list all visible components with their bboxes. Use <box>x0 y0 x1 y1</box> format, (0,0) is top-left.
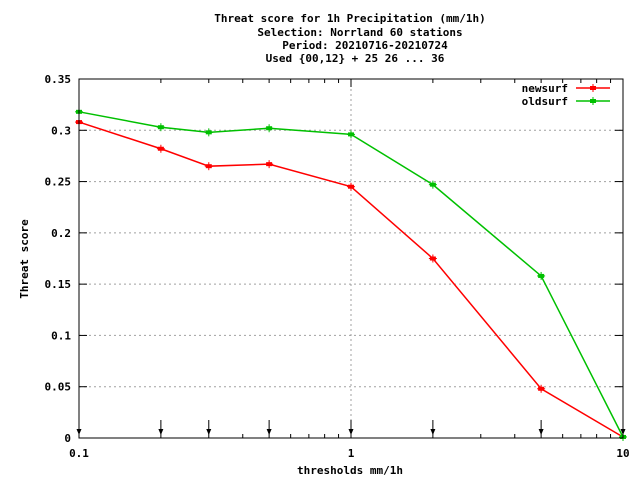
x-tick-label: 10 <box>616 447 629 460</box>
y-tick-label: 0.35 <box>45 73 72 86</box>
y-tick-label: 0.2 <box>51 227 71 240</box>
data-point-oldsurf <box>265 124 274 133</box>
data-point-oldsurf <box>156 123 165 132</box>
threshold-marker-arrow <box>538 429 544 435</box>
y-tick-label: 0.25 <box>45 176 72 189</box>
series-line-newsurf <box>78 121 624 438</box>
series-line-oldsurf <box>78 111 624 438</box>
threshold-marker-arrow <box>430 429 436 435</box>
data-point-oldsurf <box>347 130 355 139</box>
x-axis-label: thresholds mm/1h <box>297 464 403 477</box>
data-point-newsurf <box>347 182 355 191</box>
y-tick-label: 0.3 <box>51 124 71 137</box>
title-line-2: Selection: Norrland 60 stations <box>257 26 462 39</box>
data-point-newsurf <box>265 160 274 169</box>
data-point-newsurf <box>156 144 165 153</box>
threshold-marker-arrow <box>348 429 354 435</box>
data-point-oldsurf <box>204 128 213 137</box>
threshold-markers <box>76 420 626 435</box>
y-axis-ticks: 0 0.05 0.1 0.15 0.2 0.25 0.3 0.35 <box>45 73 623 445</box>
legend-label-oldsurf: oldsurf <box>522 95 568 108</box>
y-tick-label: 0.1 <box>51 329 71 342</box>
legend-label-newsurf: newsurf <box>522 82 568 95</box>
y-tick-label: 0.05 <box>45 381 72 394</box>
data-point-newsurf <box>537 384 546 393</box>
data-point-oldsurf <box>537 271 546 280</box>
grid-lines <box>79 79 623 438</box>
title-line-3: Period: 20210716-20210724 <box>282 39 448 52</box>
threshold-marker-arrow <box>266 429 272 435</box>
data-point-newsurf <box>204 162 213 171</box>
y-tick-label: 0 <box>64 432 71 445</box>
x-tick-label: 1 <box>348 447 355 460</box>
threshold-marker-arrow <box>158 429 164 435</box>
y-tick-label: 0.15 <box>45 278 72 291</box>
data-point-oldsurf <box>428 180 437 189</box>
plot-frame <box>78 78 624 439</box>
threshold-marker-arrow <box>206 429 212 435</box>
title-line-4: Used {00,12} + 25 26 ... 36 <box>266 52 445 65</box>
title-line-1: Threat score for 1h Precipitation (mm/1h… <box>214 12 486 25</box>
chart-title: Threat score for 1h Precipitation (mm/1h… <box>214 12 486 65</box>
y-axis-label: Threat score <box>18 219 31 299</box>
x-tick-label: 0.1 <box>69 447 89 460</box>
data-point-newsurf <box>428 254 437 263</box>
